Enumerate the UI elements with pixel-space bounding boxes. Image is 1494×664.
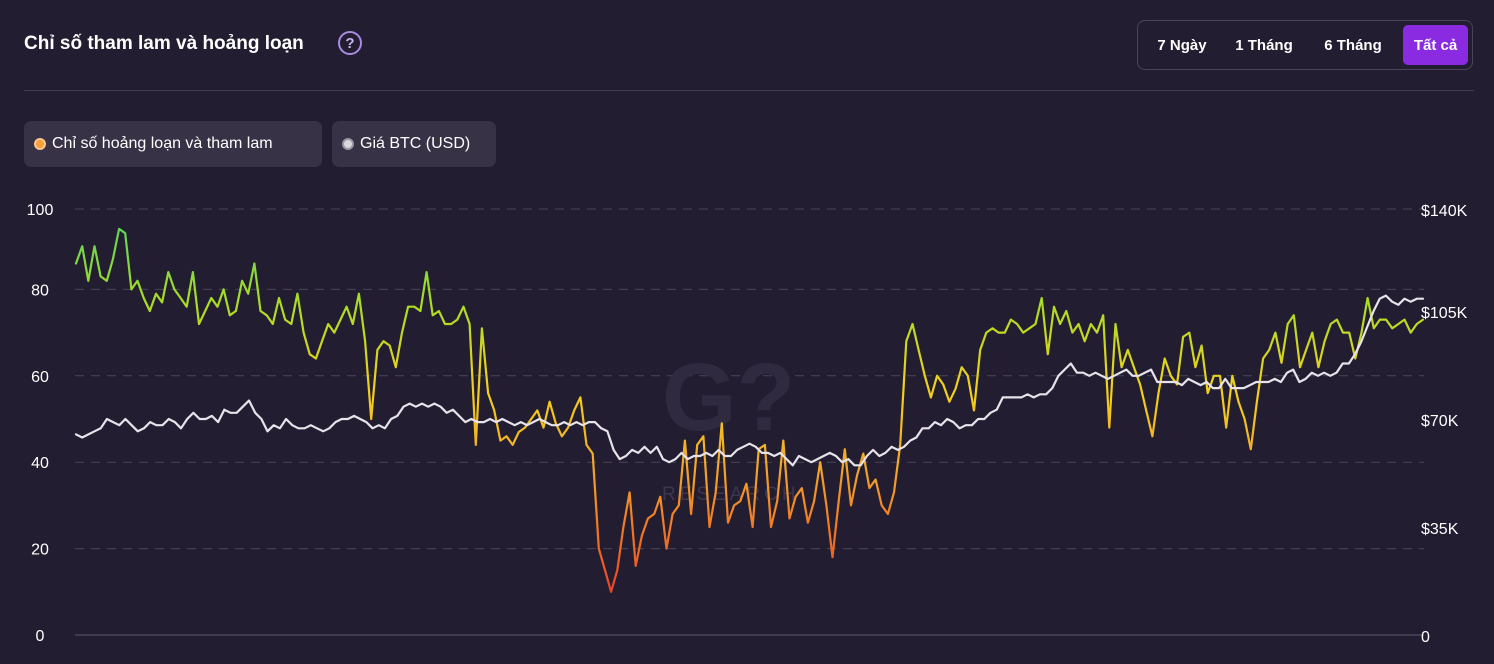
fear-greed-series-line bbox=[74, 227, 1425, 593]
legend-item-fear-greed[interactable]: Chỉ số hoảng loạn và tham lam bbox=[24, 121, 322, 167]
left-axis: 100 80 60 40 20 0 bbox=[27, 202, 54, 645]
header-divider bbox=[24, 90, 1474, 91]
time-range-selector: 7 Ngày 1 Tháng 6 Tháng Tất cả bbox=[1137, 20, 1473, 70]
page-title: Chỉ số tham lam và hoảng loạn bbox=[24, 33, 304, 54]
range-6-months-button[interactable]: 6 Tháng bbox=[1312, 25, 1394, 65]
question-circle-icon[interactable]: ? bbox=[338, 31, 362, 55]
chart-grid bbox=[75, 208, 1424, 636]
left-tick-label: 100 bbox=[27, 202, 54, 219]
range-1-month-button[interactable]: 1 Tháng bbox=[1226, 25, 1302, 65]
btc-price-series-line bbox=[74, 294, 1425, 467]
left-tick-label: 20 bbox=[31, 542, 49, 559]
right-axis: $140K $105K $70K $35K 0 bbox=[1421, 203, 1468, 646]
right-tick-label: $70K bbox=[1421, 413, 1459, 430]
range-7-days-button[interactable]: 7 Ngày bbox=[1146, 25, 1218, 65]
orange-dot-icon bbox=[34, 138, 46, 150]
range-all-button[interactable]: Tất cả bbox=[1403, 25, 1468, 65]
right-tick-label: 0 bbox=[1421, 629, 1430, 646]
left-tick-label: 60 bbox=[31, 369, 49, 386]
watermark-logo-mark: G? bbox=[662, 344, 795, 451]
right-tick-label: $140K bbox=[1421, 203, 1468, 220]
white-dot-icon bbox=[342, 138, 354, 150]
right-tick-label: $35K bbox=[1421, 521, 1459, 538]
watermark-logo: G? RESEARCH bbox=[662, 344, 800, 505]
chart-series bbox=[74, 227, 1425, 593]
legend-label: Giá BTC (USD) bbox=[360, 135, 471, 152]
left-tick-label: 40 bbox=[31, 455, 49, 472]
legend-item-btc-price[interactable]: Giá BTC (USD) bbox=[332, 121, 496, 167]
legend-label: Chỉ số hoảng loạn và tham lam bbox=[52, 135, 273, 152]
right-tick-label: $105K bbox=[1421, 305, 1468, 322]
left-tick-label: 0 bbox=[36, 628, 45, 645]
watermark-text: RESEARCH bbox=[662, 484, 800, 505]
left-tick-label: 80 bbox=[31, 282, 49, 299]
